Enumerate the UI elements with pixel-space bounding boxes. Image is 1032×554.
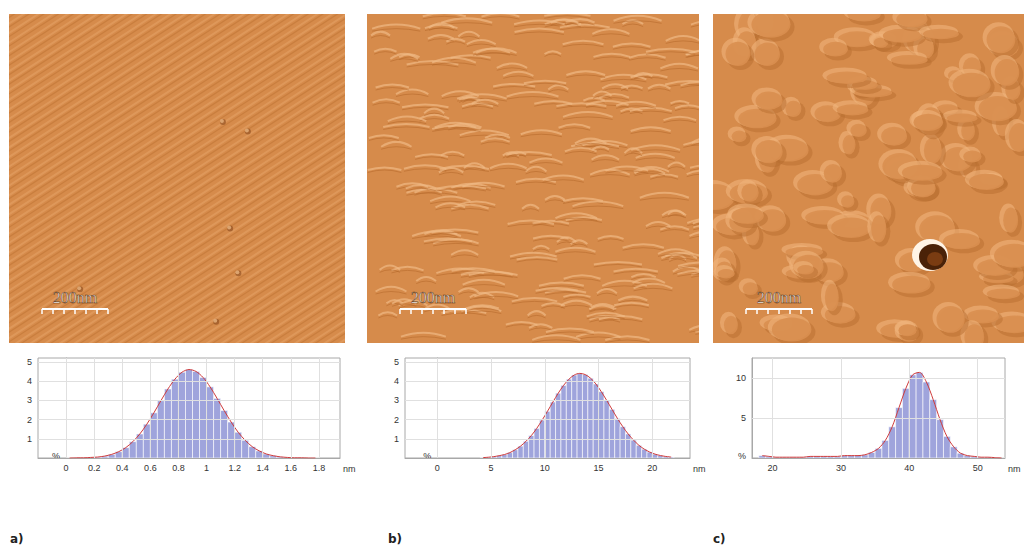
svg-text:20: 20 xyxy=(768,463,778,473)
svg-text:5: 5 xyxy=(489,463,494,473)
svg-text:0.4: 0.4 xyxy=(116,463,129,473)
svg-text:200nm: 200nm xyxy=(53,289,98,306)
svg-text:5: 5 xyxy=(394,357,399,367)
svg-text:a): a) xyxy=(10,532,24,546)
svg-text:1.6: 1.6 xyxy=(285,463,298,473)
svg-text:1.4: 1.4 xyxy=(256,463,269,473)
svg-text:15: 15 xyxy=(594,463,604,473)
svg-text:0: 0 xyxy=(435,463,440,473)
svg-text:nm: nm xyxy=(693,464,706,474)
svg-text:200nm: 200nm xyxy=(757,289,802,306)
svg-text:b): b) xyxy=(388,532,402,546)
svg-text:4: 4 xyxy=(394,376,399,386)
svg-text:0.8: 0.8 xyxy=(172,463,185,473)
svg-text:50: 50 xyxy=(973,463,983,473)
svg-text:1: 1 xyxy=(204,463,209,473)
svg-text:1.2: 1.2 xyxy=(228,463,241,473)
svg-text:2: 2 xyxy=(27,415,32,425)
svg-text:1: 1 xyxy=(394,434,399,444)
svg-text:4: 4 xyxy=(27,376,32,386)
svg-text:0: 0 xyxy=(64,463,69,473)
svg-text:1: 1 xyxy=(27,434,32,444)
svg-text:200nm: 200nm xyxy=(411,289,456,306)
svg-text:10: 10 xyxy=(736,373,746,383)
svg-text:%: % xyxy=(738,451,746,461)
svg-text:0.6: 0.6 xyxy=(144,463,157,473)
svg-text:5: 5 xyxy=(27,357,32,367)
svg-text:20: 20 xyxy=(647,463,657,473)
svg-text:3: 3 xyxy=(394,395,399,405)
svg-text:3: 3 xyxy=(27,395,32,405)
svg-text:2: 2 xyxy=(394,415,399,425)
svg-text:5: 5 xyxy=(741,413,746,423)
svg-text:0.2: 0.2 xyxy=(88,463,101,473)
svg-text:30: 30 xyxy=(836,463,846,473)
svg-text:nm: nm xyxy=(1008,464,1021,474)
svg-text:40: 40 xyxy=(904,463,914,473)
svg-text:10: 10 xyxy=(540,463,550,473)
svg-text:nm: nm xyxy=(343,464,356,474)
svg-text:c): c) xyxy=(713,532,726,546)
svg-text:1.8: 1.8 xyxy=(313,463,326,473)
